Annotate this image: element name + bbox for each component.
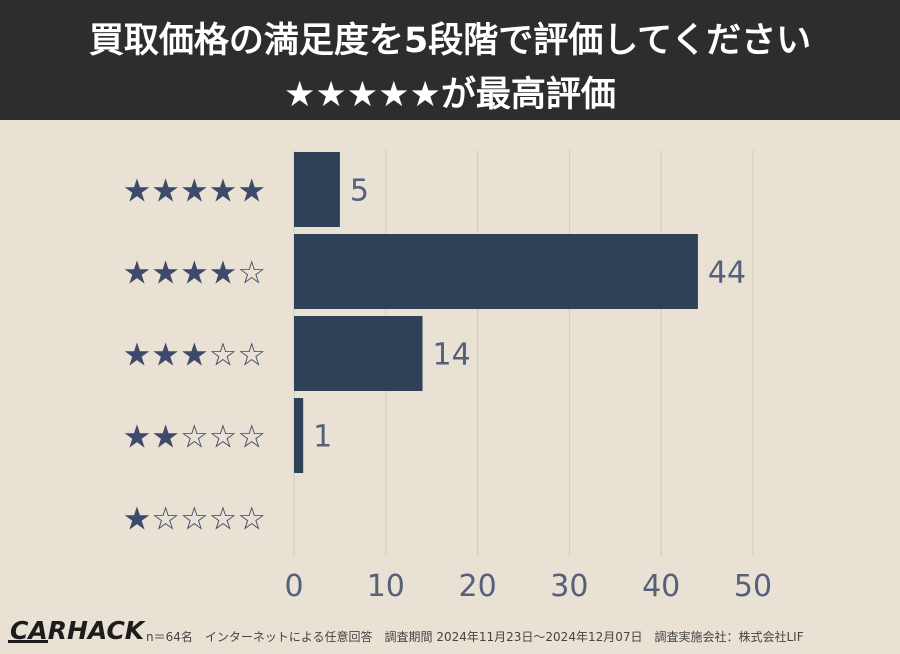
x-tick-label: 10 xyxy=(367,569,405,604)
data-label: 5 xyxy=(350,174,369,209)
bar xyxy=(294,316,423,391)
bar xyxy=(294,152,340,227)
survey-note: n＝64名 インターネットによる任意回答 調査期間 2024年11月23日〜20… xyxy=(146,630,804,644)
category-label: ★★☆☆☆ xyxy=(123,418,266,456)
category-label: ★☆☆☆☆ xyxy=(123,500,266,538)
bar xyxy=(294,398,304,473)
footer: CARHACK n＝64名 インターネットによる任意回答 調査期間 2024年1… xyxy=(0,616,900,654)
logo-underline xyxy=(8,640,48,643)
data-label: 44 xyxy=(708,256,746,291)
x-tick-label: 20 xyxy=(459,569,497,604)
x-tick-label: 40 xyxy=(642,569,680,604)
category-label: ★★★★☆ xyxy=(123,254,266,292)
bar xyxy=(294,234,698,309)
x-tick-label: 30 xyxy=(550,569,588,604)
category-label: ★★★★★ xyxy=(123,172,266,210)
category-label: ★★★☆☆ xyxy=(123,336,266,374)
chart-title-line2: ★★★★★が最高評価 xyxy=(284,75,616,115)
x-tick-label: 0 xyxy=(284,569,303,604)
data-label: 14 xyxy=(433,338,471,373)
chart-title-line1: 買取価格の満足度を5段階で評価してください xyxy=(88,21,812,61)
x-tick-label: 50 xyxy=(734,569,772,604)
header-banner: 買取価格の満足度を5段階で評価してください ★★★★★が最高評価 xyxy=(0,0,900,120)
data-label: 1 xyxy=(313,420,332,455)
chart-panel xyxy=(0,120,900,654)
